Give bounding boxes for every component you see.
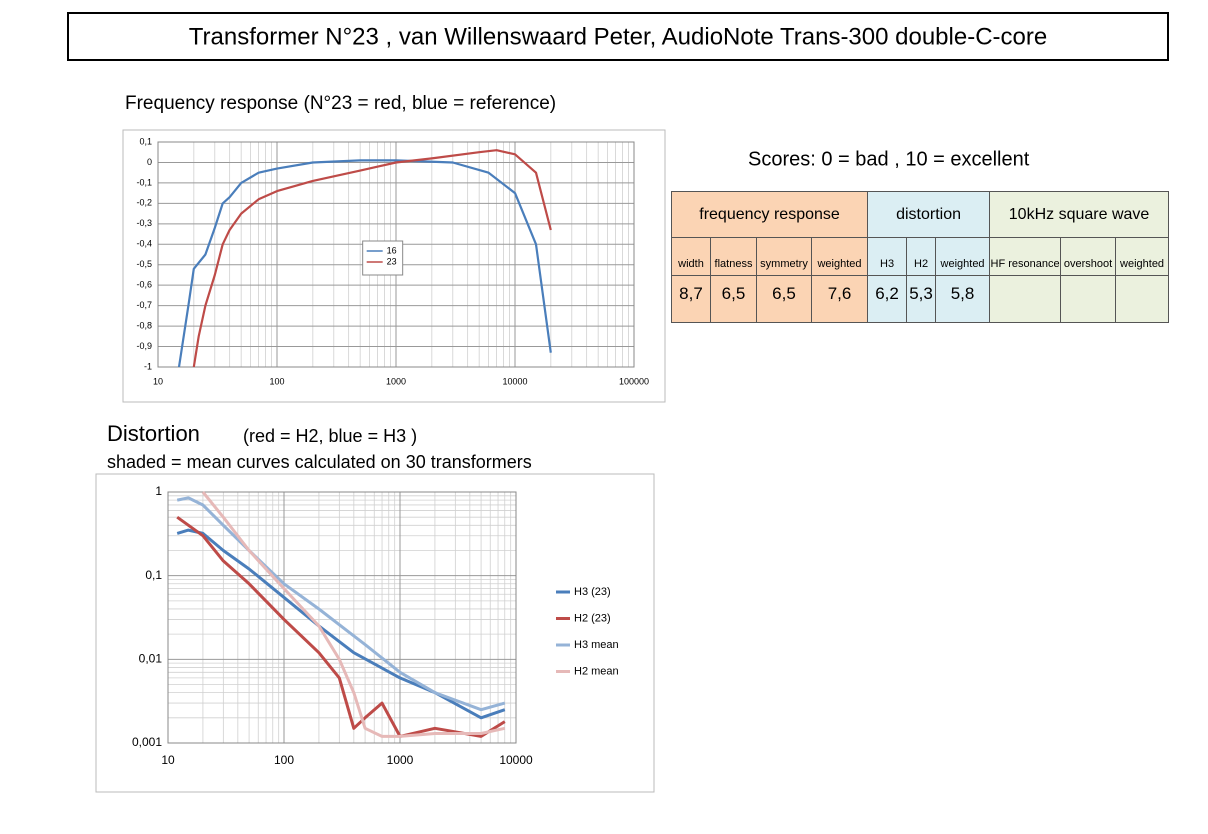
chart-annotation: shaded = mean curves calculated on 30 tr… (107, 452, 532, 472)
group-header: 10kHz square wave (989, 191, 1170, 238)
column-header: H3 (867, 237, 908, 276)
y-tick-label: 0,001 (132, 735, 162, 749)
score: 6,5 (710, 275, 757, 323)
y-tick-label: 0,1 (139, 136, 152, 146)
y-tick-label: -0,4 (136, 239, 152, 249)
legend-label: H3 mean (574, 639, 619, 651)
x-tick-label: 10 (153, 376, 163, 386)
column-header: H2 (906, 237, 937, 276)
score: 6,5 (756, 275, 812, 323)
x-tick-label: 10000 (499, 753, 533, 767)
column-header: HF resonance (989, 237, 1062, 276)
x-tick-label: 1000 (386, 376, 406, 386)
column-header: weighted (1115, 237, 1170, 276)
x-tick-label: 1000 (387, 753, 414, 767)
group-header: distortion (867, 191, 991, 238)
plot-border (167, 491, 517, 744)
x-tick-label: 100 (274, 753, 294, 767)
y-tick-label: 0 (147, 157, 152, 167)
scores-legend: Scores: 0 = bad , 10 = excellent (748, 148, 1030, 170)
empty-score (989, 275, 1062, 323)
column-header: symmetry (756, 237, 812, 276)
legend-label: H2 (23) (574, 612, 611, 624)
chart-title: Frequency response (N°23 = red, blue = r… (125, 93, 556, 114)
y-tick-label: -0,2 (136, 198, 152, 208)
score: 6,2 (867, 275, 908, 323)
column-header: weighted (810, 237, 869, 276)
series-line (201, 491, 506, 738)
legend-label: 16 (387, 245, 397, 255)
column-header: overshoot (1060, 237, 1117, 276)
x-tick-label: 10000 (502, 376, 527, 386)
y-tick-label: -0,3 (136, 218, 152, 228)
series-line (177, 159, 552, 368)
x-tick-label: 10 (161, 753, 175, 767)
y-tick-label: 1 (155, 484, 162, 498)
chart-title: Distortion (107, 421, 200, 446)
plot-border (157, 141, 635, 368)
legend-label: H2 mean (574, 665, 619, 677)
slide-title: Transformer N°23 , van Willenswaard Pete… (189, 23, 1047, 50)
empty-score (1060, 275, 1117, 323)
y-tick-label: -1 (144, 361, 152, 371)
empty-score (1115, 275, 1170, 323)
score: 8,7 (671, 275, 711, 323)
score: 5,8 (935, 275, 991, 323)
y-tick-label: 0,1 (145, 568, 162, 582)
series-line (176, 515, 506, 738)
y-tick-label: -0,5 (136, 259, 152, 269)
y-tick-label: -0,7 (136, 300, 152, 310)
series-line (176, 496, 506, 712)
series-line (192, 149, 552, 368)
column-header: flatness (710, 237, 757, 276)
column-header: width (671, 237, 711, 276)
legend-label: H3 (23) (574, 586, 611, 598)
x-tick-label: 100000 (619, 376, 649, 386)
title-box (67, 12, 1169, 61)
legend-box (362, 240, 404, 276)
y-tick-label: -0,8 (136, 320, 152, 330)
chart-subtitle: (red = H2, blue = H3 ) (243, 426, 417, 446)
group-header: frequency response (670, 191, 869, 238)
y-tick-label: -0,9 (136, 341, 152, 351)
scores-table: frequency response distortion 10kHz squa… (670, 191, 1170, 323)
column-header: weighted (935, 237, 991, 276)
score: 5,3 (906, 275, 937, 323)
legend-label: 23 (387, 256, 397, 266)
chart-frame (95, 473, 655, 793)
score: 7,6 (810, 275, 869, 323)
y-tick-label: -0,1 (136, 177, 152, 187)
x-tick-label: 100 (269, 376, 284, 386)
y-tick-label: 0,01 (139, 652, 163, 666)
y-tick-label: -0,6 (136, 280, 152, 290)
